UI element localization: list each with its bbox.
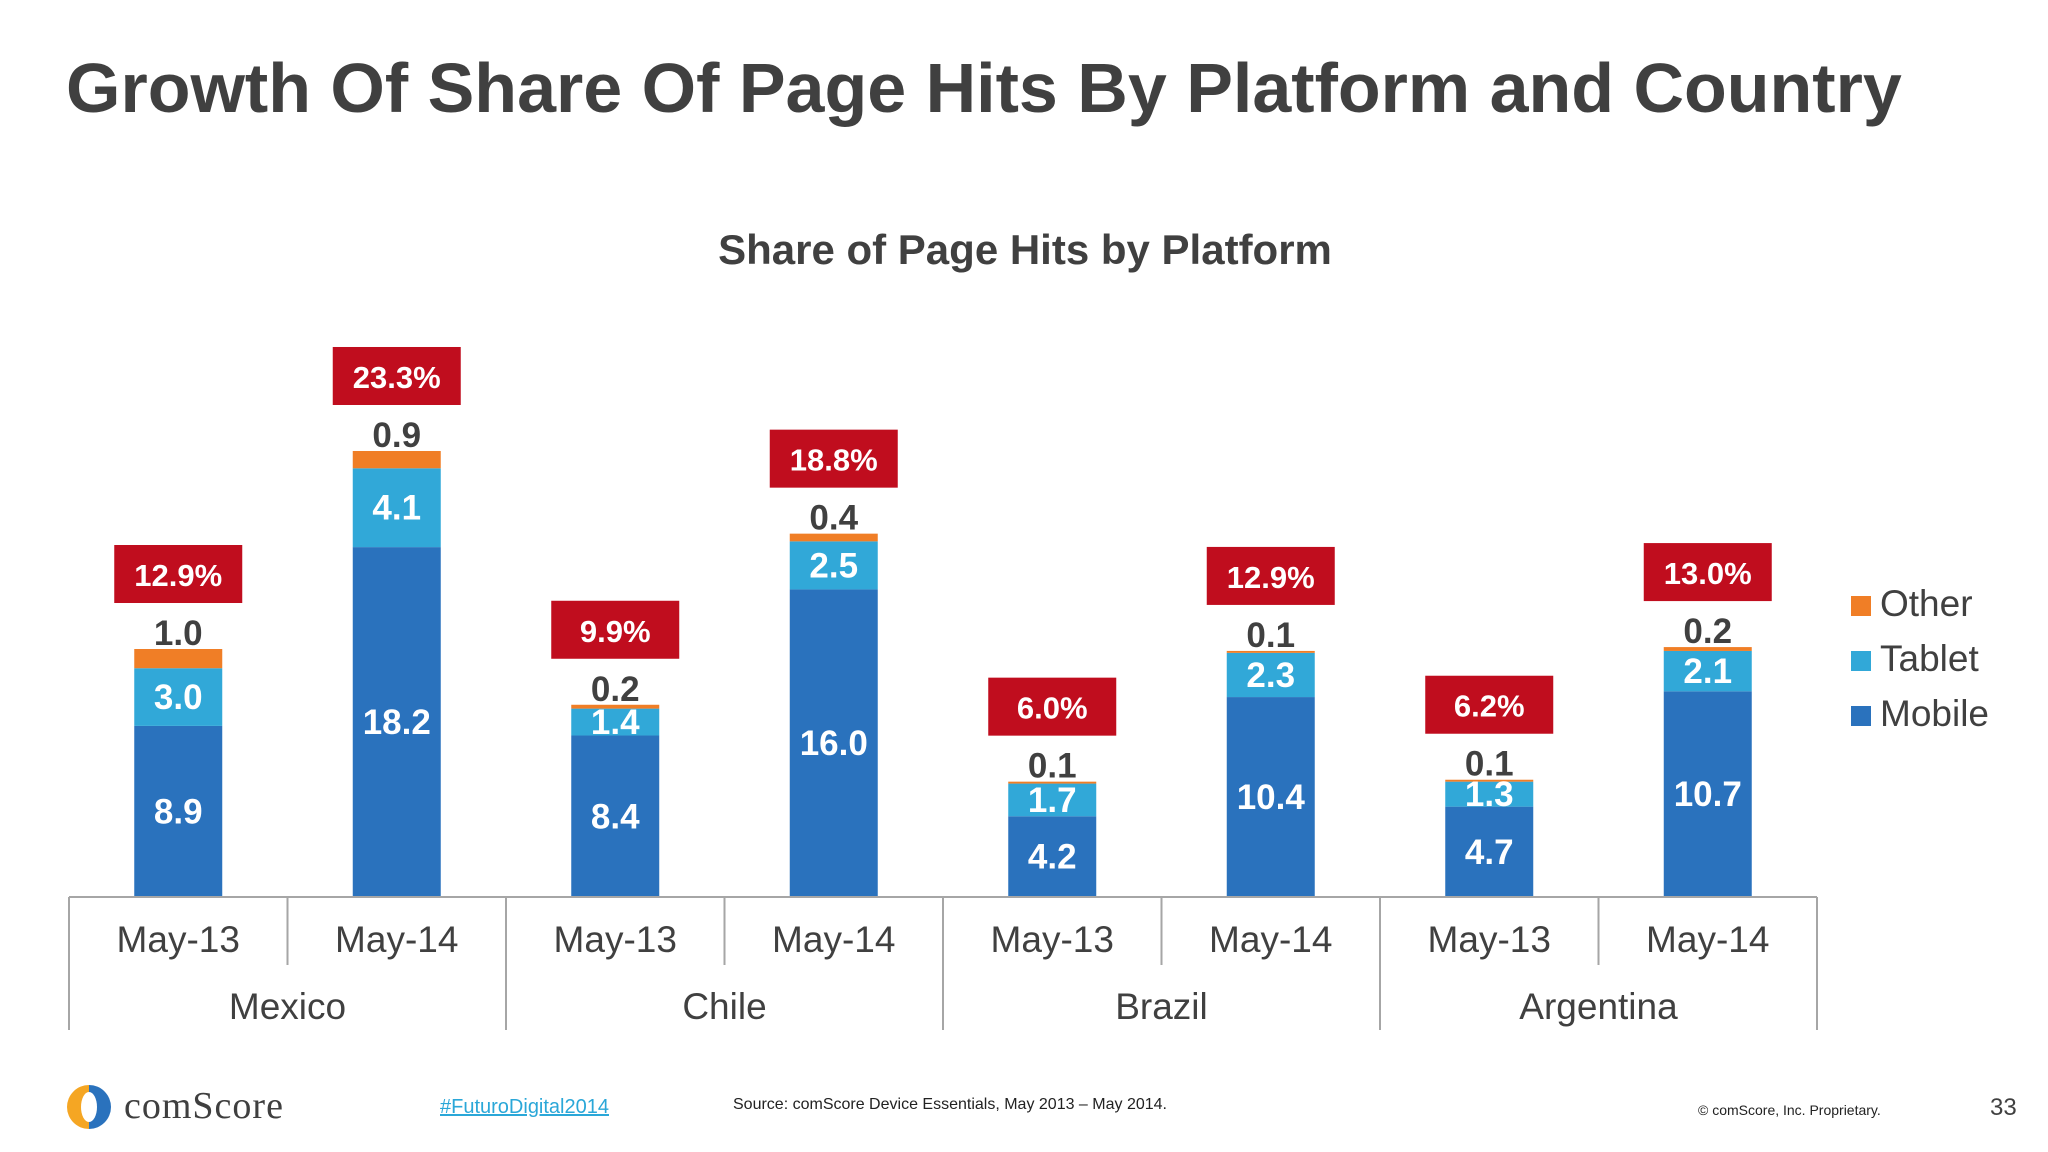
bar-tablet-1 bbox=[352, 468, 441, 548]
label-other-3: 0.4 bbox=[809, 499, 858, 538]
label-mobile-3: 16.0 bbox=[800, 724, 868, 763]
bar-tablet-0 bbox=[134, 668, 223, 726]
label-tablet-6: 1.3 bbox=[1465, 775, 1514, 814]
total-box-1 bbox=[332, 346, 461, 405]
total-label-0: 12.9% bbox=[134, 558, 222, 593]
label-mobile-2: 8.4 bbox=[591, 797, 640, 836]
total-label-2: 9.9% bbox=[580, 614, 651, 649]
group-label-argentina: Argentina bbox=[1519, 986, 1678, 1027]
total-box-2 bbox=[551, 600, 680, 659]
legend-label-other: Other bbox=[1880, 583, 1973, 624]
category-label-1: May-14 bbox=[335, 919, 458, 960]
category-label-6: May-13 bbox=[1428, 919, 1551, 960]
bar-mobile-4 bbox=[1008, 816, 1097, 897]
label-mobile-5: 10.4 bbox=[1237, 778, 1306, 817]
total-box-3 bbox=[769, 429, 898, 488]
legend-label-tablet: Tablet bbox=[1880, 638, 1979, 679]
total-label-6: 6.2% bbox=[1454, 689, 1525, 724]
label-mobile-1: 18.2 bbox=[363, 703, 431, 742]
label-mobile-6: 4.7 bbox=[1465, 833, 1514, 872]
slide-title: Growth Of Share Of Page Hits By Platform… bbox=[66, 49, 1902, 127]
bar-other-6 bbox=[1445, 779, 1534, 782]
source-note: Source: comScore Device Essentials, May … bbox=[733, 1096, 1167, 1113]
total-label-5: 12.9% bbox=[1227, 560, 1315, 595]
legend-label-mobile: Mobile bbox=[1880, 693, 1989, 734]
page-number: 33 bbox=[1990, 1094, 2017, 1121]
label-mobile-7: 10.7 bbox=[1674, 775, 1742, 814]
legend-swatch-other bbox=[1851, 596, 1871, 616]
total-label-7: 13.0% bbox=[1664, 556, 1752, 591]
bar-mobile-3 bbox=[789, 589, 878, 897]
label-tablet-5: 2.3 bbox=[1246, 656, 1295, 695]
bar-tablet-2 bbox=[571, 708, 660, 736]
bar-other-0 bbox=[134, 649, 223, 669]
total-box-4 bbox=[988, 677, 1117, 736]
bars-layer: 8.93.01.012.9%18.24.10.923.3%8.41.40.29.… bbox=[114, 346, 1772, 897]
bar-mobile-7 bbox=[1663, 691, 1752, 897]
bar-other-2 bbox=[571, 704, 660, 709]
legend-swatch-mobile bbox=[1851, 706, 1871, 726]
copyright-note: © comScore, Inc. Proprietary. bbox=[1698, 1102, 1881, 1118]
category-label-4: May-13 bbox=[991, 919, 1114, 960]
category-label-3: May-14 bbox=[772, 919, 895, 960]
category-axis: May-13 May-14 May-13 May-14 May-13 May-14 May-… bbox=[68, 896, 1818, 1030]
label-other-4: 0.1 bbox=[1028, 747, 1077, 786]
label-tablet-4: 1.7 bbox=[1028, 781, 1077, 820]
category-label-2: May-13 bbox=[554, 919, 677, 960]
bar-tablet-3 bbox=[789, 541, 878, 590]
label-other-1: 0.9 bbox=[372, 416, 421, 455]
bar-tablet-6 bbox=[1445, 781, 1534, 807]
bar-mobile-2 bbox=[571, 735, 660, 897]
label-other-6: 0.1 bbox=[1465, 745, 1514, 784]
label-other-2: 0.2 bbox=[591, 670, 640, 709]
legend-swatch-tablet bbox=[1851, 651, 1871, 671]
total-box-6 bbox=[1425, 675, 1554, 734]
bar-tablet-5 bbox=[1226, 652, 1315, 698]
label-tablet-3: 2.5 bbox=[809, 546, 858, 585]
bar-other-5 bbox=[1226, 650, 1315, 653]
label-tablet-0: 3.0 bbox=[154, 678, 203, 717]
comscore-logo-text: comScore bbox=[124, 1085, 284, 1127]
total-label-3: 18.8% bbox=[790, 443, 878, 478]
total-box-7 bbox=[1643, 543, 1772, 602]
group-label-brazil: Brazil bbox=[1115, 986, 1208, 1027]
group-label-chile: Chile bbox=[682, 986, 766, 1027]
category-label-5: May-14 bbox=[1209, 919, 1332, 960]
label-tablet-7: 2.1 bbox=[1683, 652, 1732, 691]
bar-other-1 bbox=[352, 450, 441, 469]
total-box-5 bbox=[1206, 546, 1335, 605]
bar-mobile-0 bbox=[134, 725, 223, 897]
label-tablet-2: 1.4 bbox=[591, 703, 640, 742]
bar-mobile-5 bbox=[1226, 697, 1315, 897]
group-label-mexico: Mexico bbox=[229, 986, 346, 1027]
bar-other-7 bbox=[1663, 647, 1752, 651]
bar-tablet-4 bbox=[1008, 783, 1097, 817]
category-label-7: May-14 bbox=[1646, 919, 1769, 960]
comscore-logo-icon bbox=[67, 1085, 111, 1129]
bar-mobile-6 bbox=[1445, 806, 1534, 897]
legend: Other Tablet Mobile bbox=[1851, 583, 1989, 734]
total-label-1: 23.3% bbox=[353, 360, 441, 395]
hashtag-link[interactable]: #FuturoDigital2014 bbox=[440, 1096, 609, 1118]
label-mobile-4: 4.2 bbox=[1028, 838, 1077, 877]
bar-other-3 bbox=[789, 533, 878, 542]
bar-mobile-1 bbox=[352, 547, 441, 897]
comscore-logo: comScore bbox=[64, 1082, 334, 1132]
category-label-0: May-13 bbox=[117, 919, 240, 960]
total-box-0 bbox=[114, 545, 243, 604]
stacked-bar-chart: Share of Page Hits by Platform 8.9 3.0 1.0… bbox=[68, 226, 1989, 1030]
label-tablet-1: 4.1 bbox=[372, 489, 421, 528]
label-other-7: 0.2 bbox=[1683, 612, 1732, 651]
chart-title: Share of Page Hits by Platform bbox=[718, 226, 1332, 273]
label-other-0: 1.0 bbox=[154, 614, 203, 653]
bar-tablet-7 bbox=[1663, 650, 1752, 692]
label-other-5: 0.1 bbox=[1246, 616, 1295, 655]
bar-other-4 bbox=[1008, 781, 1097, 784]
total-label-4: 6.0% bbox=[1017, 691, 1088, 726]
label-mobile-0: 8.9 bbox=[154, 792, 203, 831]
